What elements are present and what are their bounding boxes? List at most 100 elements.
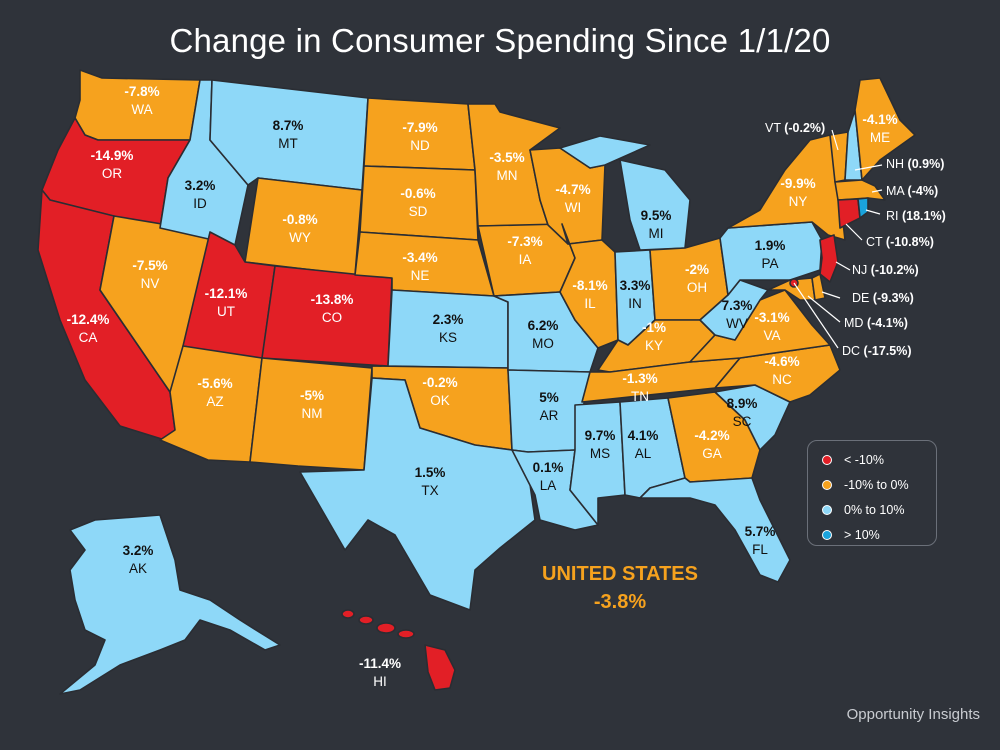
state-abbr-hi: HI [373, 674, 387, 689]
state-value-co: -13.8% [311, 292, 354, 307]
state-value-ak: 3.2% [123, 543, 154, 558]
legend-item-neg10-to-0: -10% to 0% [822, 472, 936, 497]
state-value-wv: 7.3% [722, 298, 753, 313]
state-value-az: -5.6% [197, 376, 232, 391]
state-value-va: -3.1% [754, 310, 789, 325]
state-abbr-mn: MN [497, 168, 518, 183]
state-abbr-sc: SC [733, 414, 752, 429]
state-abbr-sd: SD [409, 204, 428, 219]
state-abbr-nv: NV [141, 276, 160, 291]
state-abbr-ca: CA [79, 330, 98, 345]
state-abbr-la: LA [540, 478, 557, 493]
state-value-ny: -9.9% [780, 176, 815, 191]
state-value-id: 3.2% [185, 178, 216, 193]
legend: < -10% -10% to 0% 0% to 10% > 10% [807, 440, 937, 546]
state-value-sd: -0.6% [400, 186, 435, 201]
state-abbr-ne: NE [411, 268, 430, 283]
state-fl[interactable] [639, 477, 791, 583]
state-abbr-ks: KS [439, 330, 457, 345]
state-value-me: -4.1% [862, 112, 897, 127]
state-abbr-co: CO [322, 310, 342, 325]
ma-label: MA (-4%) [886, 184, 938, 198]
state-ma[interactable] [834, 179, 886, 201]
state-value-oh: -2% [685, 262, 709, 277]
state-value-ok: -0.2% [422, 375, 457, 390]
state-value-nm: -5% [300, 388, 324, 403]
state-value-ia: -7.3% [507, 234, 542, 249]
ri-label: RI (18.1%) [886, 209, 946, 223]
state-abbr-ky: KY [645, 338, 663, 353]
state-value-ks: 2.3% [433, 312, 464, 327]
legend-label: -10% to 0% [844, 477, 909, 492]
state-abbr-ms: MS [590, 446, 610, 461]
state-de[interactable] [811, 273, 826, 301]
map-title: Change in Consumer Spending Since 1/1/20 [169, 22, 831, 59]
ct-label: CT (-10.8%) [866, 235, 934, 249]
state-abbr-ar: AR [540, 408, 559, 423]
state-ak[interactable] [59, 514, 281, 695]
vt-label: VT (-0.2%) [765, 121, 825, 135]
national-summary: UNITED STATES -3.8% [520, 560, 720, 616]
state-abbr-wy: WY [289, 230, 311, 245]
state-value-hi: -11.4% [359, 656, 401, 671]
state-abbr-ia: IA [519, 252, 532, 267]
state-value-nd: -7.9% [402, 120, 437, 135]
state-ri[interactable] [857, 197, 869, 219]
state-abbr-ny: NY [789, 194, 808, 209]
state-abbr-in: IN [628, 296, 642, 311]
state-value-la: 0.1% [533, 460, 564, 475]
state-abbr-ga: GA [702, 446, 722, 461]
national-label: UNITED STATES [542, 563, 698, 585]
legend-swatch [822, 504, 832, 515]
state-value-nc: -4.6% [764, 354, 799, 369]
state-il[interactable] [559, 223, 619, 349]
state-tx[interactable] [299, 377, 536, 611]
state-value-wa: -7.8% [124, 84, 159, 99]
legend-swatch [822, 479, 832, 490]
state-value-or: -14.9% [91, 148, 134, 163]
state-value-wy: -0.8% [282, 212, 317, 227]
state-abbr-fl: FL [752, 542, 768, 557]
state-value-ky: -1% [642, 320, 666, 335]
legend-item-gt-10: > 10% [822, 522, 936, 547]
legend-label: > 10% [844, 527, 880, 542]
state-ct[interactable] [837, 198, 861, 229]
state-value-tx: 1.5% [415, 465, 446, 480]
state-nm[interactable] [249, 357, 373, 471]
state-value-al: 4.1% [628, 428, 659, 443]
state-abbr-me: ME [870, 130, 890, 145]
state-abbr-tx: TX [421, 483, 438, 498]
state-value-ne: -3.4% [402, 250, 437, 265]
dc-label: DC (-17.5%) [842, 344, 911, 358]
state-abbr-wa: WA [131, 102, 152, 117]
state-value-wi: -4.7% [555, 182, 590, 197]
state-value-ga: -4.2% [694, 428, 729, 443]
state-value-pa: 1.9% [755, 238, 786, 253]
legend-item-lt-neg10: < -10% [822, 447, 936, 472]
state-me[interactable] [854, 77, 916, 181]
state-value-mo: 6.2% [528, 318, 559, 333]
state-abbr-oh: OH [687, 280, 707, 295]
side-labels: VT (-0.2%) NH (0.9%) MA (-4%) RI (18.1%)… [765, 121, 946, 358]
state-sd[interactable] [359, 165, 479, 241]
state-abbr-nc: NC [772, 372, 792, 387]
state-abbr-ak: AK [129, 561, 147, 576]
de-label: DE (-9.3%) [852, 291, 914, 305]
state-abbr-nd: ND [410, 138, 430, 153]
state-hi[interactable] [341, 609, 456, 691]
state-nj[interactable] [819, 234, 839, 283]
state-value-ms: 9.7% [585, 428, 616, 443]
state-abbr-wi: WI [565, 200, 582, 215]
state-value-mt: 8.7% [273, 118, 304, 133]
state-abbr-pa: PA [761, 256, 778, 271]
state-value-fl: 5.7% [745, 524, 776, 539]
state-abbr-mo: MO [532, 336, 554, 351]
nj-label: NJ (-10.2%) [852, 263, 919, 277]
state-value-ca: -12.4% [67, 312, 110, 327]
state-abbr-ok: OK [430, 393, 450, 408]
state-ks[interactable] [387, 289, 509, 369]
state-value-mi: 9.5% [641, 208, 672, 223]
leader-lines [793, 129, 883, 349]
nh-label: NH (0.9%) [886, 157, 944, 171]
